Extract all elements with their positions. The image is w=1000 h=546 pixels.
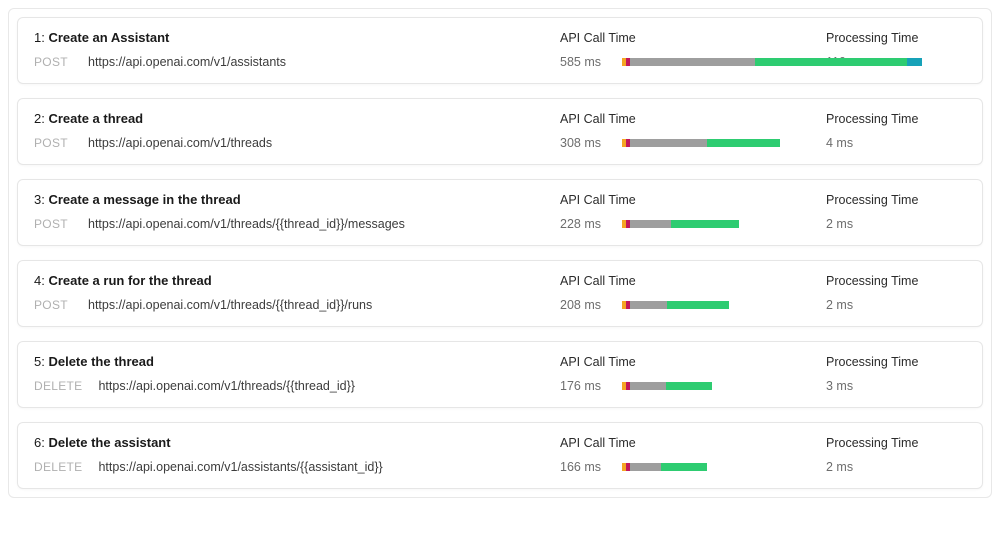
timing-bar [622, 382, 810, 390]
timing-bar-segment [630, 301, 667, 309]
step-number: 2: [34, 111, 45, 126]
step-number: 3: [34, 192, 45, 207]
api-call-time-label: API Call Time [560, 31, 810, 45]
api-call-time-label: API Call Time [560, 436, 810, 450]
processing-time-label: Processing Time [826, 355, 966, 369]
api-time-row: 585 ms [560, 55, 810, 69]
request-url-row: POST https://api.openai.com/v1/assistants [34, 55, 544, 69]
http-method: POST [34, 217, 72, 231]
request-card[interactable]: 1: Create an Assistant API Call Time Proce… [17, 17, 983, 84]
api-call-time-label: API Call Time [560, 355, 810, 369]
request-title: 4: Create a run for the thread [34, 273, 544, 288]
processing-ms-value: 4 ms [826, 136, 966, 150]
timing-bar-segment [666, 382, 712, 390]
processing-time-label: Processing Time [826, 31, 966, 45]
timing-bar-segment [667, 301, 729, 309]
request-url: https://api.openai.com/v1/assistants [88, 55, 286, 69]
api-ms-value: 208 ms [560, 298, 608, 312]
request-url: https://api.openai.com/v1/threads/{{thre… [98, 379, 354, 393]
step-title: Delete the thread [48, 354, 153, 369]
api-ms-value: 585 ms [560, 55, 608, 69]
processing-time-label: Processing Time [826, 193, 966, 207]
step-title: Create a message in the thread [48, 192, 240, 207]
http-method: POST [34, 136, 72, 150]
http-method: DELETE [34, 460, 82, 474]
api-time-row: 166 ms [560, 460, 810, 474]
api-time-row: 176 ms [560, 379, 810, 393]
api-call-time-label: API Call Time [560, 112, 810, 126]
timing-bar [622, 58, 810, 66]
timing-bar [622, 220, 810, 228]
http-method: DELETE [34, 379, 82, 393]
processing-time-label: Processing Time [826, 436, 966, 450]
timing-bar-segment [630, 220, 671, 228]
processing-time-label: Processing Time [826, 274, 966, 288]
step-title: Delete the assistant [48, 435, 170, 450]
api-ms-value: 308 ms [560, 136, 608, 150]
processing-ms-value: 2 ms [826, 298, 966, 312]
processing-ms-value: 2 ms [826, 460, 966, 474]
processing-time-label: Processing Time [826, 112, 966, 126]
timing-bar-segment [907, 58, 922, 66]
api-call-time-label: API Call Time [560, 193, 810, 207]
api-time-row: 208 ms [560, 298, 810, 312]
timing-bar-segment [671, 220, 739, 228]
timing-bar-segment [661, 463, 707, 471]
timing-bar [622, 139, 810, 147]
request-title: 5: Delete the thread [34, 354, 544, 369]
request-card[interactable]: 3: Create a message in the thread API Cal… [17, 179, 983, 246]
api-ms-value: 228 ms [560, 217, 608, 231]
request-url: https://api.openai.com/v1/threads/{{thre… [88, 217, 405, 231]
step-title: Create a run for the thread [48, 273, 211, 288]
api-ms-value: 176 ms [560, 379, 608, 393]
request-title: 3: Create a message in the thread [34, 192, 544, 207]
request-url-row: POST https://api.openai.com/v1/threads [34, 136, 544, 150]
request-card[interactable]: 2: Create a thread API Call Time Processin… [17, 98, 983, 165]
processing-ms-value: 2 ms [826, 217, 966, 231]
timing-bar [622, 301, 810, 309]
step-number: 5: [34, 354, 45, 369]
request-url-row: POST https://api.openai.com/v1/threads/{{… [34, 298, 544, 312]
api-ms-value: 166 ms [560, 460, 608, 474]
request-card[interactable]: 6: Delete the assistant API Call Time Proc… [17, 422, 983, 489]
request-card[interactable]: 5: Delete the thread API Call Time Process… [17, 341, 983, 408]
request-url: https://api.openai.com/v1/threads [88, 136, 272, 150]
timing-bar-segment [630, 382, 666, 390]
api-call-time-label: API Call Time [560, 274, 810, 288]
request-list: 1: Create an Assistant API Call Time Proce… [8, 8, 992, 498]
step-number: 6: [34, 435, 45, 450]
step-title: Create an Assistant [48, 30, 169, 45]
request-url: https://api.openai.com/v1/threads/{{thre… [88, 298, 372, 312]
api-time-row: 308 ms [560, 136, 810, 150]
timing-bar-segment [630, 58, 755, 66]
request-url: https://api.openai.com/v1/assistants/{{a… [98, 460, 382, 474]
request-url-row: POST https://api.openai.com/v1/threads/{{… [34, 217, 544, 231]
request-url-row: DELETE https://api.openai.com/v1/threads/… [34, 379, 544, 393]
api-time-row: 228 ms [560, 217, 810, 231]
timing-bar-segment [755, 58, 906, 66]
timing-bar-segment [630, 139, 707, 147]
http-method: POST [34, 55, 72, 69]
request-title: 2: Create a thread [34, 111, 544, 126]
request-title: 1: Create an Assistant [34, 30, 544, 45]
request-url-row: DELETE https://api.openai.com/v1/assistan… [34, 460, 544, 474]
step-number: 4: [34, 273, 45, 288]
timing-bar-segment [707, 139, 780, 147]
timing-bar-segment [630, 463, 661, 471]
step-number: 1: [34, 30, 45, 45]
http-method: POST [34, 298, 72, 312]
request-title: 6: Delete the assistant [34, 435, 544, 450]
timing-bar [622, 463, 810, 471]
processing-ms-value: 3 ms [826, 379, 966, 393]
step-title: Create a thread [48, 111, 143, 126]
request-card[interactable]: 4: Create a run for the thread API Call T… [17, 260, 983, 327]
